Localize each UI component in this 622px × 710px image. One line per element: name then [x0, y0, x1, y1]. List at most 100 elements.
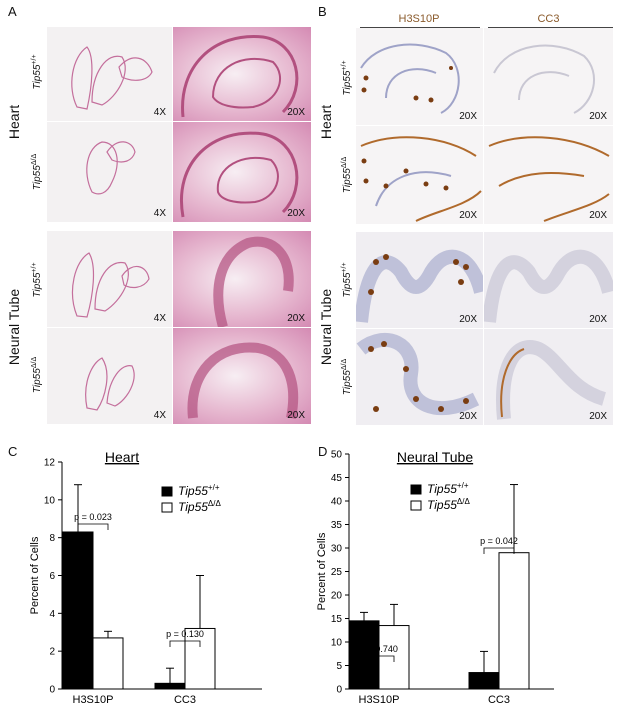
magnification-label: 20X	[589, 411, 607, 422]
x-tick-label: CC3	[488, 694, 510, 706]
magnification-label: 4X	[153, 208, 166, 219]
p-value-label: p = 0.130	[166, 629, 204, 639]
chart-heart: Heart 0 2 4 6 8 10 12 Percent of Cells H3S10P p = …	[29, 449, 262, 706]
magnification-label: 4X	[153, 410, 166, 421]
micrograph-he-heart-wt-4x: 4X	[47, 27, 172, 121]
column-header-h3s10p: H3S10P	[398, 13, 440, 25]
magnification-label: 20X	[589, 314, 607, 325]
micrograph-ihc-heart-mut-h3s10p: 20X	[356, 126, 483, 224]
panel-label-b: B	[318, 4, 327, 19]
column-header-rule	[488, 27, 613, 28]
bar-h3s10p-series-1	[92, 637, 124, 690]
micrograph-he-heart-mut-4x: 4X	[47, 122, 172, 222]
genotype-label-mut: Tip55Δ/Δ	[340, 358, 354, 396]
y-tick-label: 10	[44, 495, 56, 506]
micrograph-ihc-neural-tube-mut-h3s10p: 20X	[356, 329, 483, 425]
magnification-label: 20X	[459, 210, 477, 221]
x-tick-label: H3S10P	[73, 694, 114, 706]
x-tick-label: H3S10P	[359, 694, 400, 706]
magnification-label: 20X	[287, 313, 305, 324]
legend-swatch	[161, 486, 173, 497]
genotype-label-mut: Tip55Δ/Δ	[30, 356, 44, 394]
micrograph-he-neural-tube-mut-4x: 4X	[47, 328, 172, 424]
group-label-heart: Heart	[318, 104, 334, 140]
micrograph-ihc-heart-wt-cc3: 20X	[484, 28, 613, 125]
chart-neural-tube: Neural Tube 0 5 10 15 20 25 30 35 40 45 50 Percent o…	[316, 449, 554, 706]
column-header-rule	[360, 27, 480, 28]
y-tick-label: 5	[336, 661, 342, 672]
y-tick-label: 30	[331, 544, 343, 555]
legend-swatch	[410, 500, 422, 511]
legend-label: Tip55Δ/Δ	[178, 499, 221, 514]
micrograph-he-neural-tube-wt-20x: 20X	[173, 231, 311, 327]
y-tick-label: 6	[49, 571, 55, 582]
panel-label-d: D	[318, 444, 328, 459]
y-tick-label: 50	[331, 450, 343, 461]
magnification-label: 20X	[459, 111, 477, 122]
y-axis-label: Percent of Cells	[29, 536, 41, 614]
bar-h3s10p-series-0	[62, 531, 94, 690]
micrograph-ihc-neural-tube-wt-h3s10p: 20X	[356, 232, 483, 328]
y-tick-label: 2	[49, 647, 55, 658]
magnification-label: 20X	[459, 411, 477, 422]
chart-title: Heart	[105, 449, 139, 465]
legend-label: Tip55+/+	[427, 481, 469, 496]
group-label-neural-tube: Neural Tube	[318, 288, 334, 366]
y-tick-label: 10	[331, 638, 343, 649]
y-tick-label: 12	[44, 458, 56, 469]
y-tick-label: 25	[331, 567, 343, 578]
magnification-label: 20X	[287, 208, 305, 219]
genotype-label-wt: Tip55+/+	[30, 262, 44, 298]
micrograph-ihc-neural-tube-mut-cc3: 20X	[484, 329, 613, 425]
bar-cc3-series-1	[498, 552, 530, 690]
significance-bracket	[363, 655, 395, 662]
legend-swatch	[161, 502, 173, 513]
micrograph-ihc-heart-wt-h3s10p: 20X	[356, 28, 483, 125]
micrograph-he-heart-mut-20x: 20X	[173, 122, 311, 222]
genotype-label-wt: Tip55+/+	[30, 54, 44, 90]
x-tick-label: CC3	[174, 694, 196, 706]
chart-title: Neural Tube	[397, 449, 473, 465]
bar-cc3-series-1	[184, 627, 216, 690]
micrograph-he-neural-tube-wt-4x: 4X	[47, 231, 172, 327]
y-axis-label: Percent of Cells	[316, 532, 328, 610]
y-tick-label: 45	[331, 473, 343, 484]
column-header-cc3: CC3	[537, 13, 560, 25]
magnification-label: 4X	[153, 107, 166, 118]
magnification-label: 20X	[459, 314, 477, 325]
magnification-label: 20X	[287, 107, 305, 118]
y-tick-label: 20	[331, 591, 343, 602]
magnification-label: 20X	[589, 210, 607, 221]
bar-h3s10p-series-0	[348, 620, 380, 690]
micrograph-ihc-heart-mut-cc3: 20X	[484, 126, 613, 224]
legend-swatch	[410, 484, 422, 495]
bar-cc3-series-0	[468, 672, 500, 690]
magnification-label: 20X	[589, 111, 607, 122]
y-tick-label: 0	[49, 685, 55, 696]
bar-cc3-series-0	[154, 682, 186, 690]
p-value-label: p = 0.023	[74, 512, 112, 522]
legend-label: Tip55Δ/Δ	[427, 497, 470, 512]
significance-bracket	[169, 640, 201, 647]
magnification-label: 4X	[153, 313, 166, 324]
magnification-label: 20X	[287, 410, 305, 421]
p-value-label: p = 0.740	[360, 644, 398, 654]
y-tick-label: 40	[331, 497, 343, 508]
group-label-heart: Heart	[6, 104, 22, 140]
y-tick-label: 4	[49, 609, 55, 620]
significance-bracket	[483, 547, 515, 554]
genotype-label-mut: Tip55Δ/Δ	[30, 153, 44, 191]
micrograph-he-neural-tube-mut-20x: 20X	[173, 328, 311, 424]
micrograph-he-heart-wt-20x: 20X	[173, 27, 311, 121]
p-value-label: p = 0.042	[480, 536, 518, 546]
legend-label: Tip55+/+	[178, 483, 220, 498]
panel-label-a: A	[8, 4, 17, 19]
y-tick-label: 8	[49, 533, 55, 544]
genotype-label-mut: Tip55Δ/Δ	[340, 156, 354, 194]
group-label-neural-tube: Neural Tube	[6, 288, 22, 366]
genotype-label-wt: Tip55+/+	[340, 60, 354, 96]
micrograph-ihc-neural-tube-wt-cc3: 20X	[484, 232, 613, 328]
genotype-label-wt: Tip55+/+	[340, 262, 354, 298]
y-tick-label: 15	[331, 614, 343, 625]
y-tick-label: 0	[336, 685, 342, 696]
